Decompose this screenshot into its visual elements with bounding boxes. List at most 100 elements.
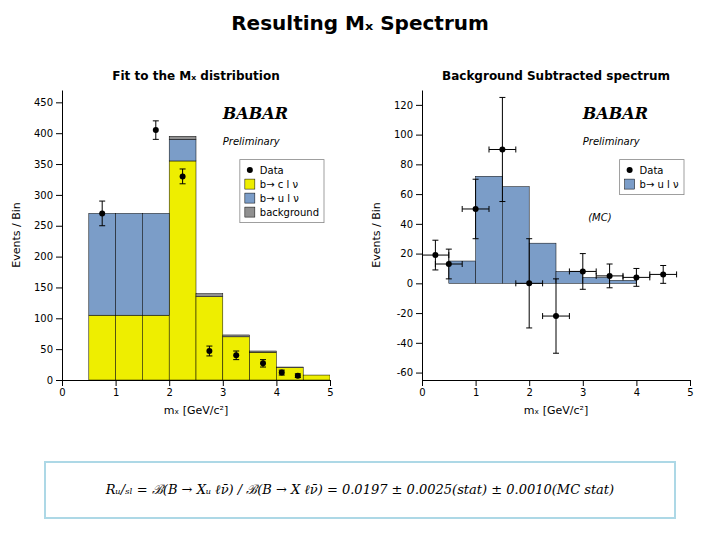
legend: Data b→ c l ν b→ u l ν background: [240, 160, 324, 223]
error-cap: [499, 201, 505, 202]
bar: [142, 213, 169, 214]
tick: 5: [687, 380, 693, 398]
data-series: [422, 97, 677, 353]
data-point: [660, 271, 666, 277]
data-point: [553, 313, 559, 319]
x-axis-line: [423, 380, 691, 381]
bar: [196, 294, 223, 297]
bar: [142, 213, 169, 315]
legend-label: b→ u l ν: [260, 193, 299, 204]
bar: [142, 315, 169, 380]
bar: [196, 297, 223, 380]
legend-symbol: [245, 179, 255, 189]
tick-mark: [416, 194, 422, 195]
error-cap: [180, 183, 186, 184]
tick-label: 100: [394, 129, 413, 140]
tick-mark: [476, 380, 477, 386]
tick-mark: [62, 380, 63, 386]
x-error-cap: [515, 146, 516, 152]
tick-mark: [690, 380, 691, 386]
bar: [116, 213, 143, 214]
error-cap: [446, 249, 452, 250]
tick-label: 0: [407, 278, 413, 289]
tick-label: 5: [327, 387, 333, 398]
tick: -60: [397, 367, 422, 378]
tick-mark: [583, 380, 584, 386]
data-point: [473, 206, 479, 212]
data-point: [206, 348, 212, 354]
legend-label: b→ u l ν: [640, 179, 679, 190]
legend-box: [240, 160, 324, 223]
legend-item: b→ c l ν: [245, 179, 299, 190]
bar: [303, 375, 330, 376]
x-axis-title: mₓ [GeV/c²]: [524, 404, 589, 417]
y-axis-line: [62, 91, 63, 381]
tick-label: 60: [400, 189, 413, 200]
data-point: [99, 210, 105, 216]
data-point: [580, 268, 586, 274]
legend-item: b→ u l ν: [625, 179, 679, 190]
bar: [502, 187, 529, 284]
annotation: BABAR: [582, 104, 648, 123]
tick: 100: [394, 129, 422, 140]
panel: 012345-60-40-20020406080100120Background…: [370, 69, 694, 417]
tick-label: 40: [400, 219, 413, 230]
y-axis: -60-40-20020406080100120: [394, 91, 423, 381]
tick-label: 450: [34, 97, 53, 108]
bar-series: [89, 161, 330, 380]
legend-label: background: [260, 207, 319, 218]
error-cap: [633, 268, 639, 269]
bar: [250, 351, 277, 352]
x-error-cap: [435, 261, 436, 267]
data-point: [260, 360, 266, 366]
error-cap: [180, 168, 186, 169]
legend-item: Data: [247, 165, 284, 176]
tick-label: 300: [34, 190, 53, 201]
error-cap: [153, 120, 159, 121]
error-cap: [499, 97, 505, 98]
x-error-cap: [676, 271, 677, 277]
bar: [89, 315, 116, 380]
chart: Resulting Mₓ SpectrumRᵤ/ₛₗ = ℬ(B → Xᵤ ℓν…: [0, 0, 720, 540]
error-cap: [206, 346, 212, 347]
formula-box: [45, 462, 675, 518]
tick: 20: [400, 248, 422, 259]
bar: [169, 139, 196, 161]
x-error-cap: [422, 252, 423, 258]
x-error-cap: [569, 313, 570, 319]
bar: [169, 161, 196, 380]
tick-label: 1: [113, 387, 119, 398]
bar: [276, 368, 303, 380]
tick: 80: [400, 159, 422, 170]
legend-symbol: [627, 167, 633, 173]
annotation: Preliminary: [583, 136, 641, 147]
tick: 1: [113, 380, 119, 398]
bar: [303, 375, 330, 380]
error-cap: [607, 264, 613, 265]
tick-mark: [223, 380, 224, 386]
tick-mark: [416, 164, 422, 165]
bar: [303, 375, 330, 376]
error-cap: [526, 327, 532, 328]
legend-label: Data: [260, 165, 284, 176]
tick-label: 200: [34, 251, 53, 262]
legend-symbol: [247, 167, 253, 173]
bar: [89, 213, 116, 315]
panel: 012345050100150200250300350400450Fit to …: [10, 69, 334, 417]
tick: 450: [34, 97, 62, 108]
legend-item: b→ u l ν: [245, 193, 299, 204]
tick: 2: [167, 380, 173, 398]
legend-symbol: [625, 179, 635, 189]
error-cap: [553, 353, 559, 354]
bar: [250, 352, 277, 380]
tick-label: 20: [400, 248, 413, 259]
tick-label: 50: [40, 344, 53, 355]
formula: Rᵤ/ₛₗ = ℬ(B → Xᵤ ℓν̄) / ℬ(B → X ℓν̄) = 0…: [105, 482, 614, 497]
legend-item: background: [245, 207, 319, 218]
tick-mark: [636, 380, 637, 386]
annotation: BABAR: [222, 104, 288, 123]
plot-area: [89, 121, 330, 380]
tick-label: 2: [167, 387, 173, 398]
error-cap: [260, 359, 266, 360]
tick: 3: [580, 380, 586, 398]
